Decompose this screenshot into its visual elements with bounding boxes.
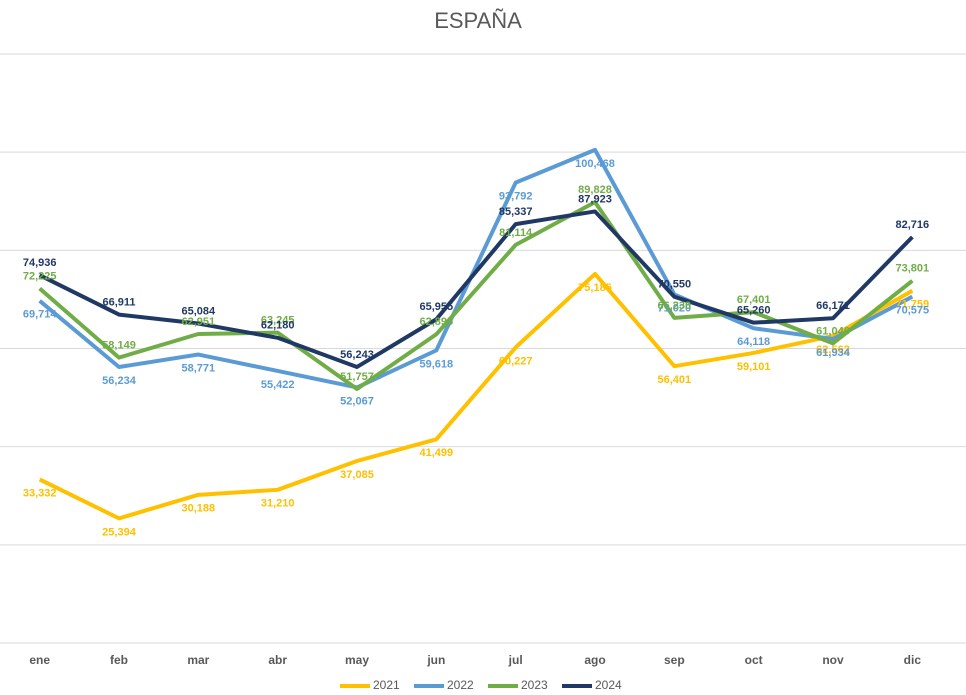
x-tick-label: mar (187, 653, 209, 667)
data-label: 65,955 (420, 301, 454, 313)
data-label: 71,020 (658, 302, 692, 314)
data-label: 70,575 (896, 305, 930, 317)
data-label: 33,332 (23, 487, 57, 499)
data-label: 72,225 (23, 270, 57, 282)
data-label: 65,084 (182, 305, 217, 317)
data-label: 66,171 (816, 300, 850, 312)
data-label: 41,499 (420, 447, 454, 459)
data-label: 59,101 (737, 361, 771, 373)
data-label: 70,550 (658, 279, 692, 291)
x-tick-label: oct (745, 653, 763, 667)
x-tick-label: dic (904, 653, 922, 667)
data-label: 71,759 (896, 299, 930, 311)
data-label: 66,911 (102, 296, 135, 308)
data-label: 56,401 (658, 374, 692, 386)
data-label: 56,234 (102, 375, 137, 387)
x-tick-label: sep (664, 653, 685, 667)
data-label: 58,149 (102, 339, 136, 351)
data-label: 31,210 (261, 498, 295, 510)
x-tick-label: feb (110, 653, 128, 667)
chart-title: ESPAÑA (434, 8, 522, 33)
x-tick-label: ago (584, 653, 605, 667)
data-label: 73,801 (896, 263, 930, 275)
data-label: 62,180 (261, 320, 295, 332)
data-label: 59,618 (420, 358, 454, 370)
data-label: 100,468 (575, 158, 615, 170)
data-label: 89,828 (578, 184, 612, 196)
data-label: 58,771 (182, 362, 216, 374)
data-label: 62,951 (182, 316, 216, 328)
data-label: 85,337 (499, 206, 533, 218)
x-tick-label: may (345, 653, 369, 667)
data-label: 82,716 (896, 219, 930, 231)
data-label: 55,422 (261, 379, 295, 391)
data-label: 66,230 (658, 300, 692, 312)
data-label: 60,227 (499, 355, 533, 367)
data-label: 61,046 (816, 325, 850, 337)
legend-label: 2022 (447, 678, 474, 692)
data-label: 67,401 (737, 294, 771, 306)
data-label: 93,792 (499, 191, 533, 203)
data-label: 30,188 (182, 503, 216, 515)
data-label: 75,185 (578, 282, 612, 294)
data-label: 25,394 (102, 526, 137, 538)
x-tick-label: ene (29, 653, 50, 667)
legend-label: 2021 (373, 678, 400, 692)
data-label: 65,260 (737, 305, 771, 317)
data-label: 87,923 (578, 193, 612, 205)
data-label: 62,562 (816, 344, 850, 356)
series-line (38, 209, 914, 369)
x-tick-label: jul (508, 653, 523, 667)
data-label: 81,114 (499, 227, 533, 239)
series-line (38, 271, 914, 521)
data-label: 51,757 (340, 371, 374, 383)
data-label: 64,118 (737, 336, 770, 348)
data-label: 52,067 (340, 395, 374, 407)
x-tick-label: abr (268, 653, 287, 667)
x-tick-label: jun (426, 653, 445, 667)
legend-label: 2024 (595, 678, 622, 692)
series-line (38, 147, 914, 390)
data-label: 56,243 (340, 349, 374, 361)
data-label: 37,085 (340, 469, 374, 481)
data-label: 63,245 (261, 314, 295, 326)
data-label: 61,934 (816, 347, 851, 359)
x-tick-label: nov (822, 653, 844, 667)
series-line (38, 200, 914, 391)
data-label: 69,714 (23, 309, 58, 321)
data-label: 74,936 (23, 257, 57, 269)
legend-label: 2023 (521, 678, 548, 692)
data-label: 62,895 (420, 316, 454, 328)
